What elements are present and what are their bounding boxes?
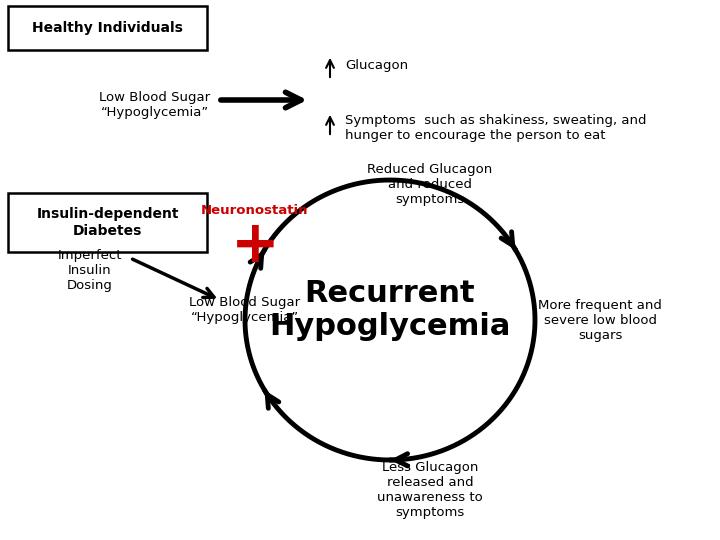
Text: Healthy Individuals: Healthy Individuals <box>32 21 183 35</box>
Text: Neuronostatin: Neuronostatin <box>202 204 309 217</box>
Text: Reduced Glucagon
and reduced
symptoms: Reduced Glucagon and reduced symptoms <box>367 164 492 206</box>
Text: Less Glucagon
released and
unawareness to
symptoms: Less Glucagon released and unawareness t… <box>377 461 483 519</box>
Text: +: + <box>230 217 279 273</box>
Text: Symptoms  such as shakiness, sweating, and
hunger to encourage the person to eat: Symptoms such as shakiness, sweating, an… <box>345 114 647 142</box>
Text: Recurrent
Hypoglycemia: Recurrent Hypoglycemia <box>269 279 510 341</box>
Text: Insulin-dependent
Diabetes: Insulin-dependent Diabetes <box>36 207 179 238</box>
Text: More frequent and
severe low blood
sugars: More frequent and severe low blood sugar… <box>538 299 662 341</box>
Text: Glucagon: Glucagon <box>345 58 408 71</box>
FancyBboxPatch shape <box>8 193 207 252</box>
Text: Low Blood Sugar
“Hypoglycemia”: Low Blood Sugar “Hypoglycemia” <box>99 91 210 119</box>
Text: Imperfect
Insulin
Dosing: Imperfect Insulin Dosing <box>58 248 122 292</box>
Text: Low Blood Sugar
“Hypoglycemia”: Low Blood Sugar “Hypoglycemia” <box>189 296 300 324</box>
FancyBboxPatch shape <box>8 6 207 50</box>
